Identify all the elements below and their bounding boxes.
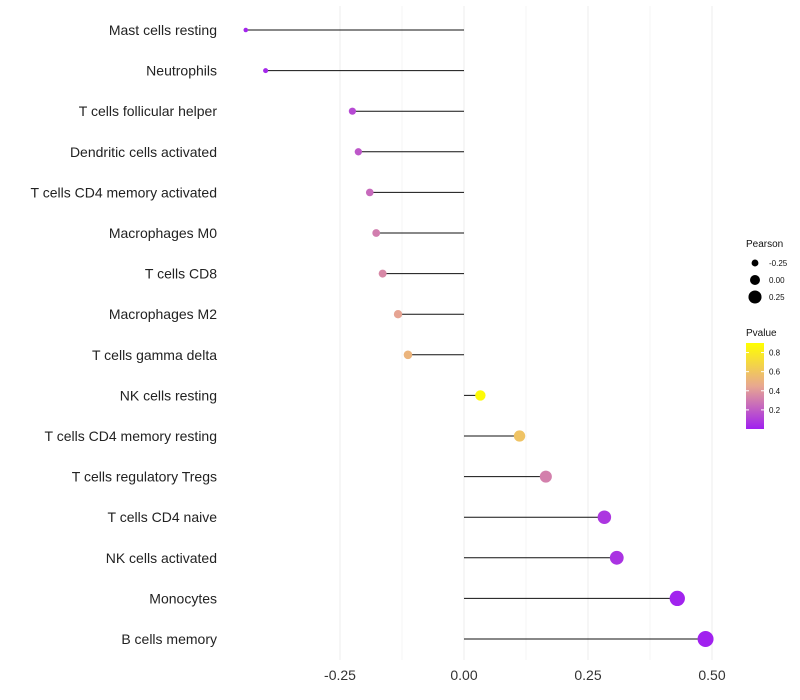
- lollipop-points: [243, 27, 714, 648]
- lollipop-point: [378, 269, 387, 278]
- lollipop-point: [365, 188, 374, 197]
- pvalue-colorbar: [746, 343, 764, 429]
- category-labels: Mast cells resting Neutrophils T cells fol…: [31, 22, 218, 647]
- lollipop-point: [263, 68, 269, 74]
- category-label: T cells CD4 memory resting: [45, 428, 217, 444]
- category-label: Mast cells resting: [109, 22, 217, 38]
- category-label: Neutrophils: [146, 63, 217, 79]
- color-legend-title: Pvalue: [746, 328, 777, 339]
- colorbar-tick-label: 0.8: [769, 349, 781, 358]
- category-label: T cells CD4 naive: [108, 509, 218, 525]
- category-label: Monocytes: [149, 590, 217, 606]
- size-legend-key: [750, 275, 760, 285]
- lollipop-point: [354, 148, 363, 156]
- x-tick-label: 0.25: [574, 667, 601, 683]
- size-legend-key: [751, 259, 759, 267]
- x-axis-ticks: -0.25 0.00 0.25 0.50: [324, 667, 726, 683]
- lollipop-point: [243, 27, 249, 33]
- x-tick-label: 0.50: [698, 667, 725, 683]
- category-label: T cells CD4 memory activated: [31, 184, 217, 200]
- x-tick-label: 0.00: [450, 667, 477, 683]
- category-label: T cells follicular helper: [79, 103, 218, 119]
- color-legend-ticks: 0.8 0.6 0.4 0.2: [746, 349, 781, 415]
- size-legend-label: 0.00: [769, 276, 785, 285]
- size-legend-label: -0.25: [769, 259, 788, 268]
- x-tick-label: -0.25: [324, 667, 356, 683]
- lollipop-point: [513, 430, 526, 442]
- lollipop-point: [393, 310, 403, 319]
- legend: Pearson -0.250.000.25 Pvalue 0.80.60.40.…: [746, 239, 788, 429]
- lollipop-point: [609, 550, 624, 565]
- lollipop-stems: [245, 29, 706, 640]
- size-legend-title: Pearson: [746, 239, 783, 250]
- category-label: T cells regulatory Tregs: [72, 469, 217, 485]
- lollipop-point: [697, 630, 714, 648]
- category-label: B cells memory: [121, 631, 217, 647]
- lollipop-point: [372, 229, 381, 237]
- size-legend-key: [748, 290, 762, 304]
- size-legend: -0.25 0.00 0.25: [748, 259, 788, 304]
- lollipop-point: [475, 390, 486, 401]
- colorbar-tick-label: 0.4: [769, 387, 781, 396]
- colorbar-tick-label: 0.2: [769, 406, 781, 415]
- lollipop-point: [403, 350, 413, 360]
- category-label: NK cells activated: [106, 550, 217, 566]
- lollipop-point: [539, 470, 552, 483]
- colorbar-tick-label: 0.6: [769, 368, 781, 377]
- category-label: T cells CD8: [145, 266, 217, 282]
- category-label: NK cells resting: [120, 387, 217, 403]
- lollipop-point: [348, 107, 356, 115]
- size-legend-label: 0.25: [769, 293, 785, 302]
- category-label: Macrophages M2: [109, 306, 217, 322]
- gridlines: [339, 6, 713, 660]
- lollipop-point: [669, 590, 685, 607]
- lollipop-point: [597, 510, 612, 524]
- category-label: Dendritic cells activated: [70, 144, 217, 160]
- category-label: Macrophages M0: [109, 225, 217, 241]
- category-label: T cells gamma delta: [92, 347, 217, 363]
